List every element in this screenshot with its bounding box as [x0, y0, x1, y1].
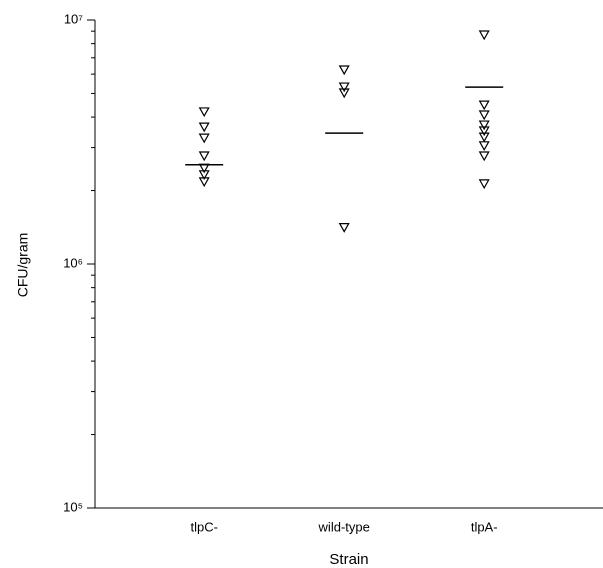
- data-point: [478, 126, 490, 137]
- data-point: [338, 88, 350, 99]
- data-point: [478, 141, 490, 152]
- y-tick-label: 10⁶: [63, 255, 83, 270]
- x-tick-label: wild-type: [318, 519, 370, 534]
- data-point: [478, 30, 490, 41]
- data-point: [478, 132, 490, 143]
- data-point: [198, 107, 210, 118]
- data-point: [478, 151, 490, 162]
- y-axis-label: CFU/gram: [15, 233, 31, 298]
- x-axis-label: Strain: [329, 551, 368, 568]
- data-point: [478, 179, 490, 190]
- data-point: [478, 110, 490, 121]
- x-tick-label: tlpA-: [471, 519, 498, 534]
- data-point: [198, 133, 210, 144]
- y-tick-label: 10⁵: [63, 499, 83, 514]
- y-tick-label: 10⁷: [64, 11, 83, 26]
- data-point: [338, 222, 350, 233]
- x-tick-label: tlpC-: [190, 519, 217, 534]
- data-point: [478, 120, 490, 131]
- data-point: [198, 151, 210, 162]
- data-point: [338, 65, 350, 76]
- data-point: [198, 122, 210, 133]
- data-point: [198, 177, 210, 188]
- data-point: [478, 100, 490, 111]
- data-point: [198, 170, 210, 181]
- data-point: [338, 82, 350, 93]
